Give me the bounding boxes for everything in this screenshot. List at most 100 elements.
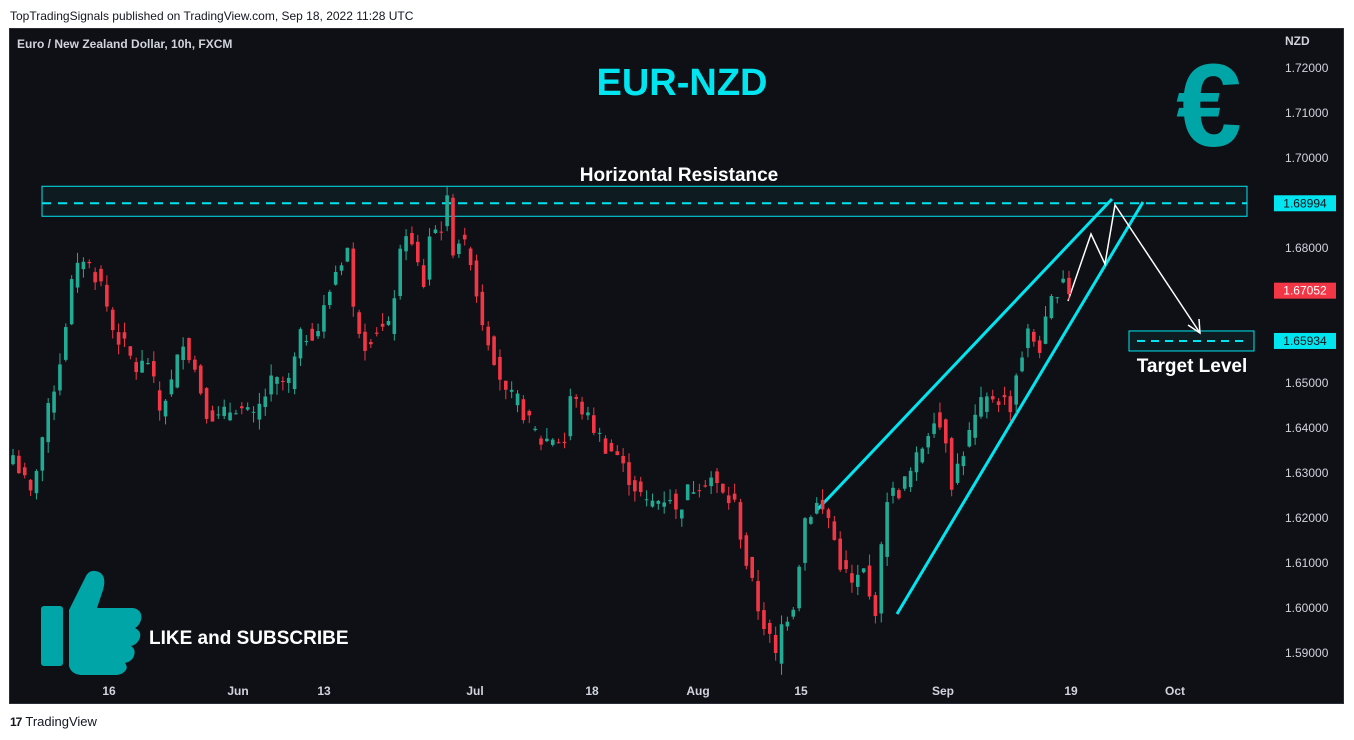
candle (832, 515, 837, 541)
candle (527, 409, 532, 424)
candle (462, 227, 467, 246)
candle (791, 607, 796, 620)
candle (627, 453, 631, 496)
candle (1049, 294, 1054, 320)
projection-path (1067, 203, 1201, 335)
price-tick-label: 1.70000 (1285, 151, 1329, 165)
time-tick-label: 18 (585, 684, 599, 698)
candle (357, 309, 361, 339)
candle (844, 550, 848, 574)
candle (961, 451, 966, 476)
time-tick-label: Sep (932, 684, 954, 698)
candle (773, 626, 778, 661)
candle (990, 389, 995, 403)
candle (879, 541, 884, 623)
target-price-badge: 1.65934 (1274, 332, 1336, 349)
candle (245, 402, 250, 411)
candle (222, 399, 226, 420)
candle (738, 498, 743, 549)
candle (380, 313, 385, 331)
candle (404, 229, 408, 261)
candle (638, 476, 643, 497)
candle (52, 385, 56, 421)
candle (351, 242, 356, 317)
candle (539, 435, 543, 451)
candle (34, 469, 39, 500)
candle (644, 490, 649, 507)
price-tick-label: 1.65000 (1285, 376, 1329, 390)
time-tick-label: 19 (1064, 684, 1078, 698)
candle (474, 254, 479, 303)
published-info: TopTradingSignals published on TradingVi… (10, 9, 414, 23)
candle (521, 395, 526, 424)
candle (17, 450, 21, 474)
candle (386, 316, 391, 326)
candle (615, 445, 620, 456)
candle (985, 392, 989, 419)
candle (498, 349, 502, 391)
candle (838, 531, 842, 572)
candle (691, 480, 696, 494)
candle (926, 432, 930, 455)
candle (938, 402, 942, 430)
candle (292, 352, 297, 395)
candle (586, 406, 590, 421)
candle (662, 491, 666, 514)
candle (592, 407, 596, 436)
candle (574, 394, 578, 408)
candle (750, 556, 754, 582)
candle (75, 252, 80, 293)
candle (263, 388, 268, 416)
candle (732, 483, 737, 503)
candle (550, 438, 555, 447)
svg-text:1.65934: 1.65934 (1283, 334, 1327, 348)
candle (504, 380, 508, 400)
candle (93, 267, 97, 291)
candle (257, 392, 262, 430)
candle (580, 396, 584, 420)
candle (445, 185, 449, 232)
candle (410, 226, 414, 246)
resistance-label: Horizontal Resistance (580, 165, 779, 186)
candle (128, 345, 133, 360)
candle (398, 244, 402, 300)
candle (1002, 386, 1007, 406)
candle (163, 399, 168, 425)
candle (1014, 373, 1018, 415)
chart[interactable]: Euro / New Zealand Dollar, 10h, FXCM NZD… (9, 28, 1344, 704)
candle (328, 289, 332, 309)
candle (210, 405, 215, 422)
candle (492, 335, 496, 366)
candle (81, 257, 86, 278)
candle (187, 337, 191, 364)
candle (169, 369, 174, 397)
candle (134, 357, 138, 380)
candle (568, 388, 573, 441)
candle (310, 323, 314, 342)
candle (885, 492, 889, 566)
candle (633, 475, 637, 502)
price-scale: 1.720001.710001.700001.690001.680001.670… (1285, 61, 1329, 660)
time-tick-label: Jun (227, 684, 248, 698)
candle (468, 246, 473, 271)
candle (152, 351, 156, 384)
target-label: Target Level (1137, 356, 1248, 377)
candle (856, 564, 860, 596)
candle (216, 406, 221, 419)
candle (105, 275, 109, 312)
candle (1043, 306, 1048, 345)
candle (709, 471, 713, 495)
candle (814, 497, 819, 515)
time-tick-label: 15 (794, 684, 808, 698)
candle (685, 484, 690, 501)
time-scale: 16 Jun 13 Jul 18 Aug 15 Sep 19 Oct (102, 684, 1185, 698)
time-tick-label: Jul (466, 684, 483, 698)
svg-text:1.68994: 1.68994 (1283, 196, 1327, 210)
candle (157, 381, 162, 421)
candle (979, 386, 983, 419)
candle (269, 364, 273, 402)
candle (69, 275, 74, 326)
candle (850, 564, 854, 593)
tradingview-brand[interactable]: 17 TradingView (10, 714, 97, 729)
candle (650, 493, 655, 508)
